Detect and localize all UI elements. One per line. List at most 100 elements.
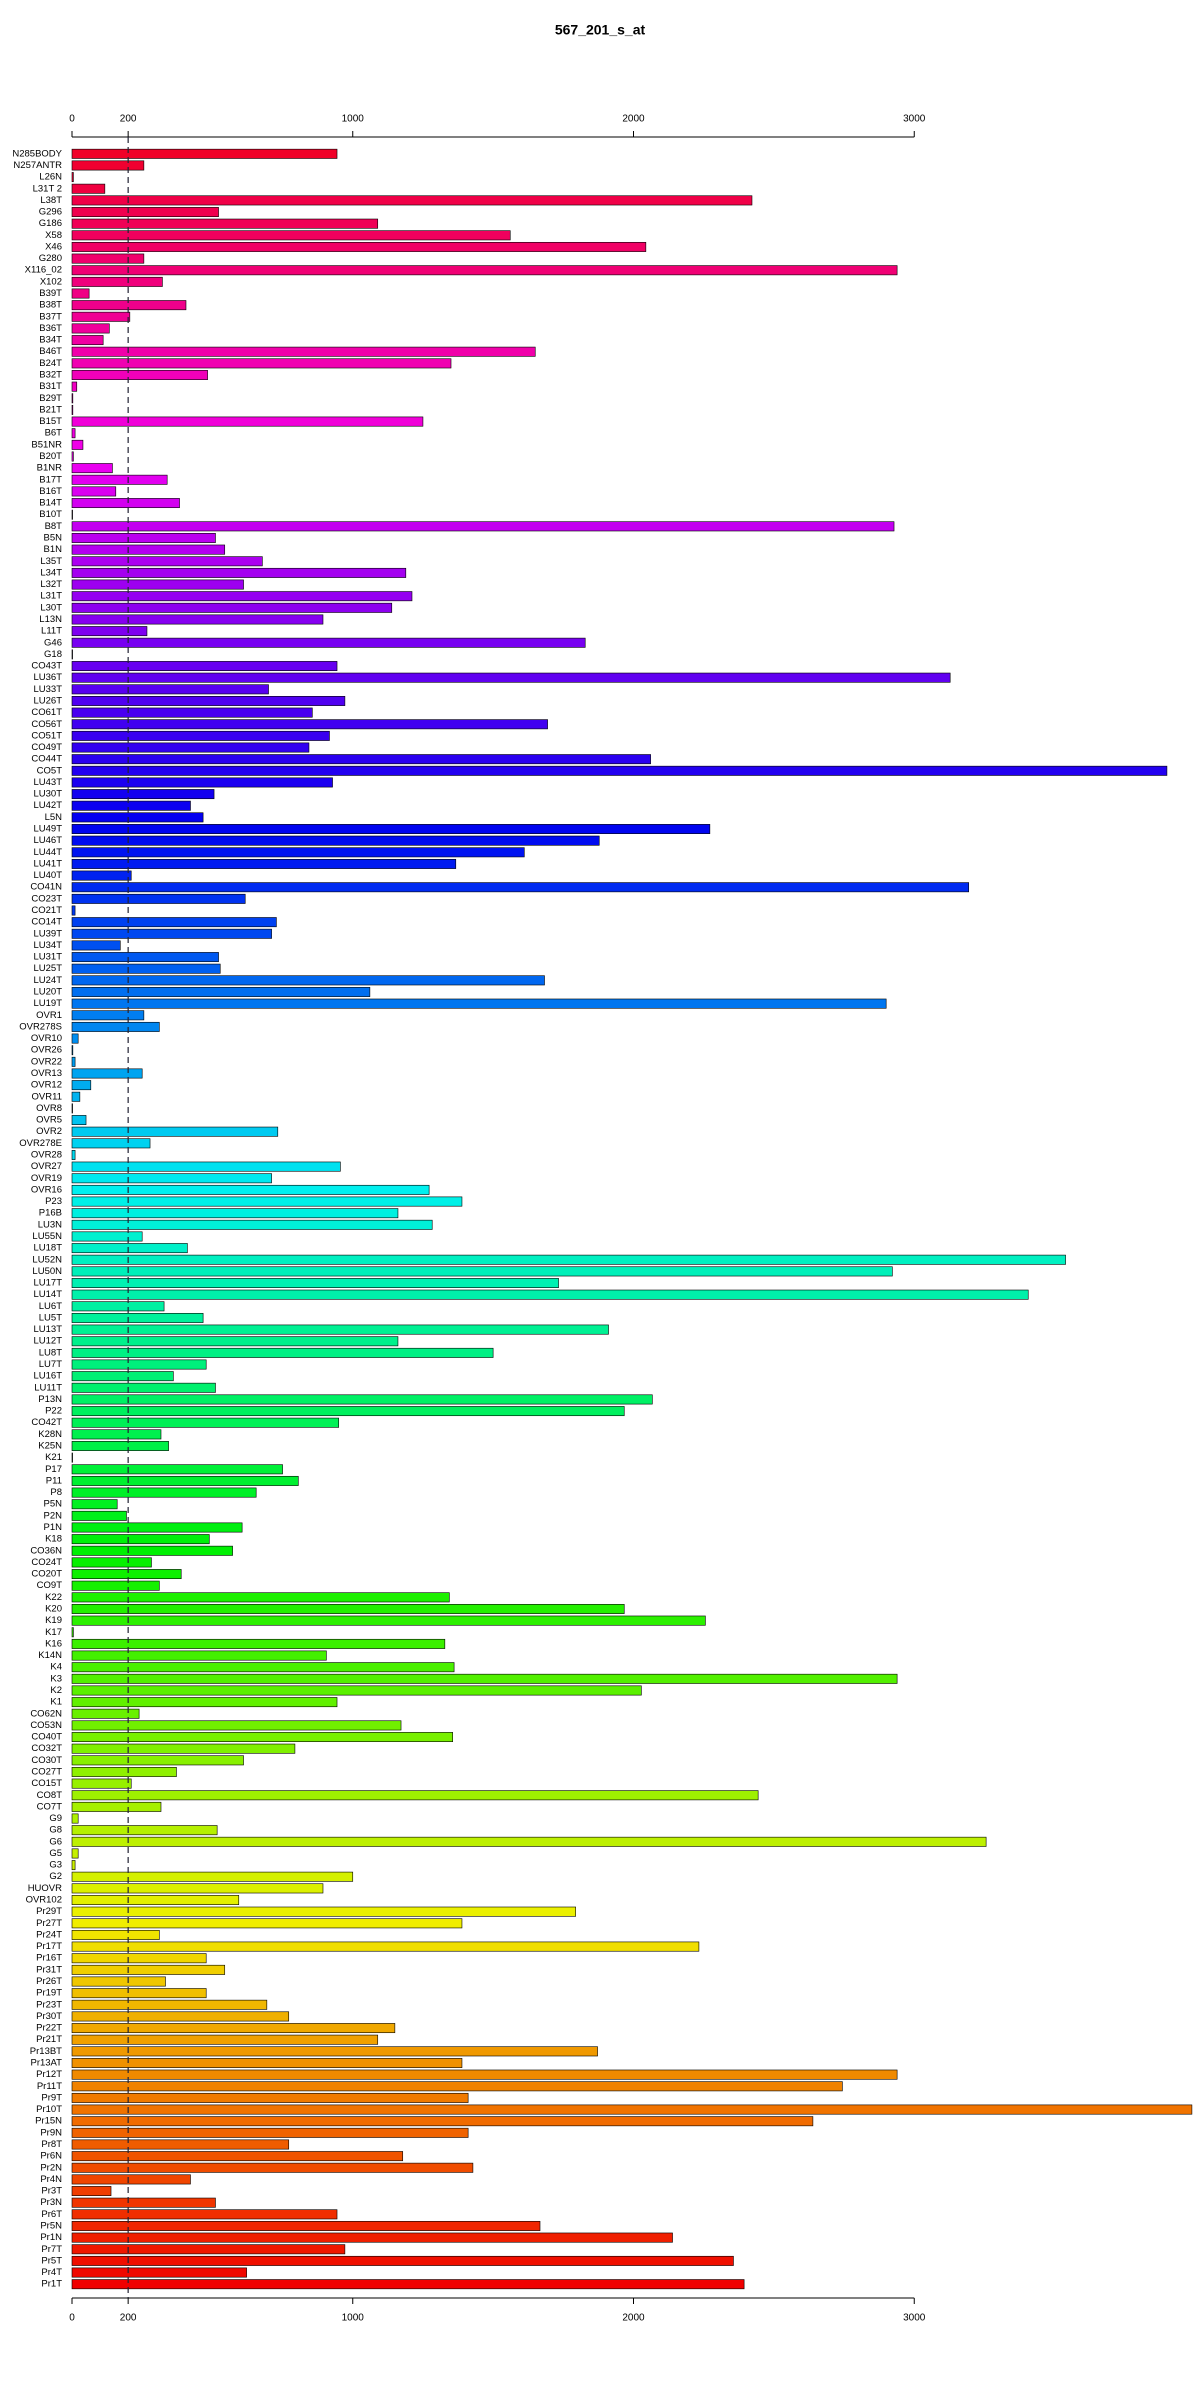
category-label: G6 bbox=[49, 1836, 62, 1847]
bar bbox=[71, 148, 338, 159]
bar bbox=[71, 2092, 469, 2103]
bar bbox=[71, 835, 600, 846]
bar bbox=[71, 2279, 745, 2290]
bar bbox=[71, 544, 226, 555]
bar bbox=[71, 463, 113, 474]
category-label: LU6T bbox=[39, 1301, 62, 1312]
category-label: CO42T bbox=[31, 1417, 62, 1428]
x-tick-label: 3000 bbox=[903, 2313, 926, 2324]
category-label: CO20T bbox=[31, 1569, 62, 1580]
category-label: OVR2 bbox=[36, 1126, 62, 1137]
bar bbox=[71, 416, 424, 427]
category-label: B14T bbox=[39, 498, 62, 509]
category-label: L38T bbox=[40, 195, 62, 206]
category-label: Pr17T bbox=[36, 1941, 62, 1952]
category-label: K18 bbox=[45, 1534, 62, 1545]
category-label: OVR11 bbox=[32, 1091, 62, 1102]
category-label: OVR10 bbox=[31, 1033, 62, 1044]
bar bbox=[71, 1801, 162, 1812]
bar bbox=[71, 172, 74, 183]
category-label: LU19T bbox=[33, 998, 62, 1009]
category-label: B15T bbox=[39, 416, 62, 427]
bar bbox=[71, 2151, 404, 2162]
category-label: Pr30T bbox=[36, 2011, 62, 2022]
category-label: Pr24T bbox=[36, 1929, 62, 1940]
bar bbox=[71, 1312, 204, 1323]
category-label: LU44T bbox=[33, 847, 62, 858]
category-label: CO24T bbox=[31, 1557, 62, 1568]
bar bbox=[71, 1615, 706, 1626]
category-label: LU16T bbox=[33, 1371, 62, 1382]
category-label: G2 bbox=[49, 1871, 62, 1882]
category-label: OVR16 bbox=[31, 1184, 62, 1195]
category-label: B10T bbox=[39, 509, 62, 520]
bar bbox=[71, 1510, 127, 1521]
bar bbox=[71, 672, 951, 683]
category-label: LU12T bbox=[33, 1336, 62, 1347]
bar bbox=[71, 1219, 433, 1230]
bar bbox=[71, 649, 73, 660]
bar bbox=[71, 253, 145, 264]
category-label: Pr22T bbox=[36, 2023, 62, 2034]
bar bbox=[71, 1254, 1066, 1265]
category-label: LU26T bbox=[33, 695, 62, 706]
bar bbox=[71, 1371, 174, 1382]
bar bbox=[71, 1673, 898, 1684]
bar bbox=[71, 195, 753, 206]
bar bbox=[71, 2267, 247, 2278]
bar bbox=[71, 812, 204, 823]
category-label: CO9T bbox=[37, 1580, 63, 1591]
bar bbox=[71, 1021, 160, 1032]
bar bbox=[71, 2069, 898, 2080]
category-label: X116_02 bbox=[25, 265, 62, 276]
bar bbox=[71, 2221, 541, 2231]
bar bbox=[71, 521, 895, 532]
category-label: LU34T bbox=[33, 940, 62, 951]
category-label: OVR12 bbox=[31, 1080, 62, 1091]
bar bbox=[71, 730, 330, 741]
bar bbox=[71, 661, 338, 671]
category-label: LU7T bbox=[39, 1359, 62, 1370]
category-label: K4 bbox=[50, 1662, 62, 1673]
category-label: Pr7T bbox=[41, 2244, 62, 2255]
category-label: OVR278E bbox=[19, 1138, 62, 1149]
category-label: OVR102 bbox=[26, 1895, 62, 1906]
category-label: CO32T bbox=[31, 1743, 62, 1754]
category-label: LU42T bbox=[33, 800, 62, 811]
bar bbox=[71, 858, 457, 869]
bar bbox=[71, 1720, 402, 1731]
category-label: G186 bbox=[39, 218, 62, 229]
category-label: LU41T bbox=[33, 858, 62, 869]
category-label: B16T bbox=[39, 486, 62, 497]
x-tick-label: 200 bbox=[120, 114, 137, 125]
category-label: Pr31T bbox=[36, 1964, 62, 1975]
bar bbox=[71, 1243, 188, 1254]
category-label: B34T bbox=[39, 335, 62, 346]
category-label: CO15T bbox=[31, 1778, 62, 1789]
category-label: L34T bbox=[40, 567, 62, 578]
category-label: Pr27T bbox=[36, 1918, 62, 1929]
bar bbox=[71, 1126, 279, 1137]
category-label: N257ANTR bbox=[13, 160, 62, 171]
bar bbox=[71, 1056, 76, 1067]
bar bbox=[71, 2011, 290, 2022]
bar bbox=[71, 1638, 446, 1649]
category-label: CO56T bbox=[31, 719, 62, 730]
bar bbox=[71, 1487, 257, 1498]
category-label: LU55N bbox=[32, 1231, 62, 1242]
bar bbox=[71, 1708, 140, 1719]
category-label: CO41N bbox=[30, 882, 62, 893]
bar bbox=[71, 1545, 233, 1556]
category-label: L30T bbox=[40, 602, 62, 613]
x-tick-label: 0 bbox=[69, 2313, 75, 2324]
category-label: B39T bbox=[39, 288, 62, 299]
category-label: LU20T bbox=[33, 987, 62, 998]
bar bbox=[71, 1662, 455, 1673]
category-label: CO14T bbox=[31, 917, 62, 928]
bar bbox=[71, 1091, 81, 1102]
category-label: N285BODY bbox=[12, 148, 62, 159]
category-label: Pr21T bbox=[36, 2034, 62, 2045]
bar bbox=[71, 323, 110, 334]
bar bbox=[71, 474, 168, 485]
bar bbox=[71, 1929, 160, 1940]
